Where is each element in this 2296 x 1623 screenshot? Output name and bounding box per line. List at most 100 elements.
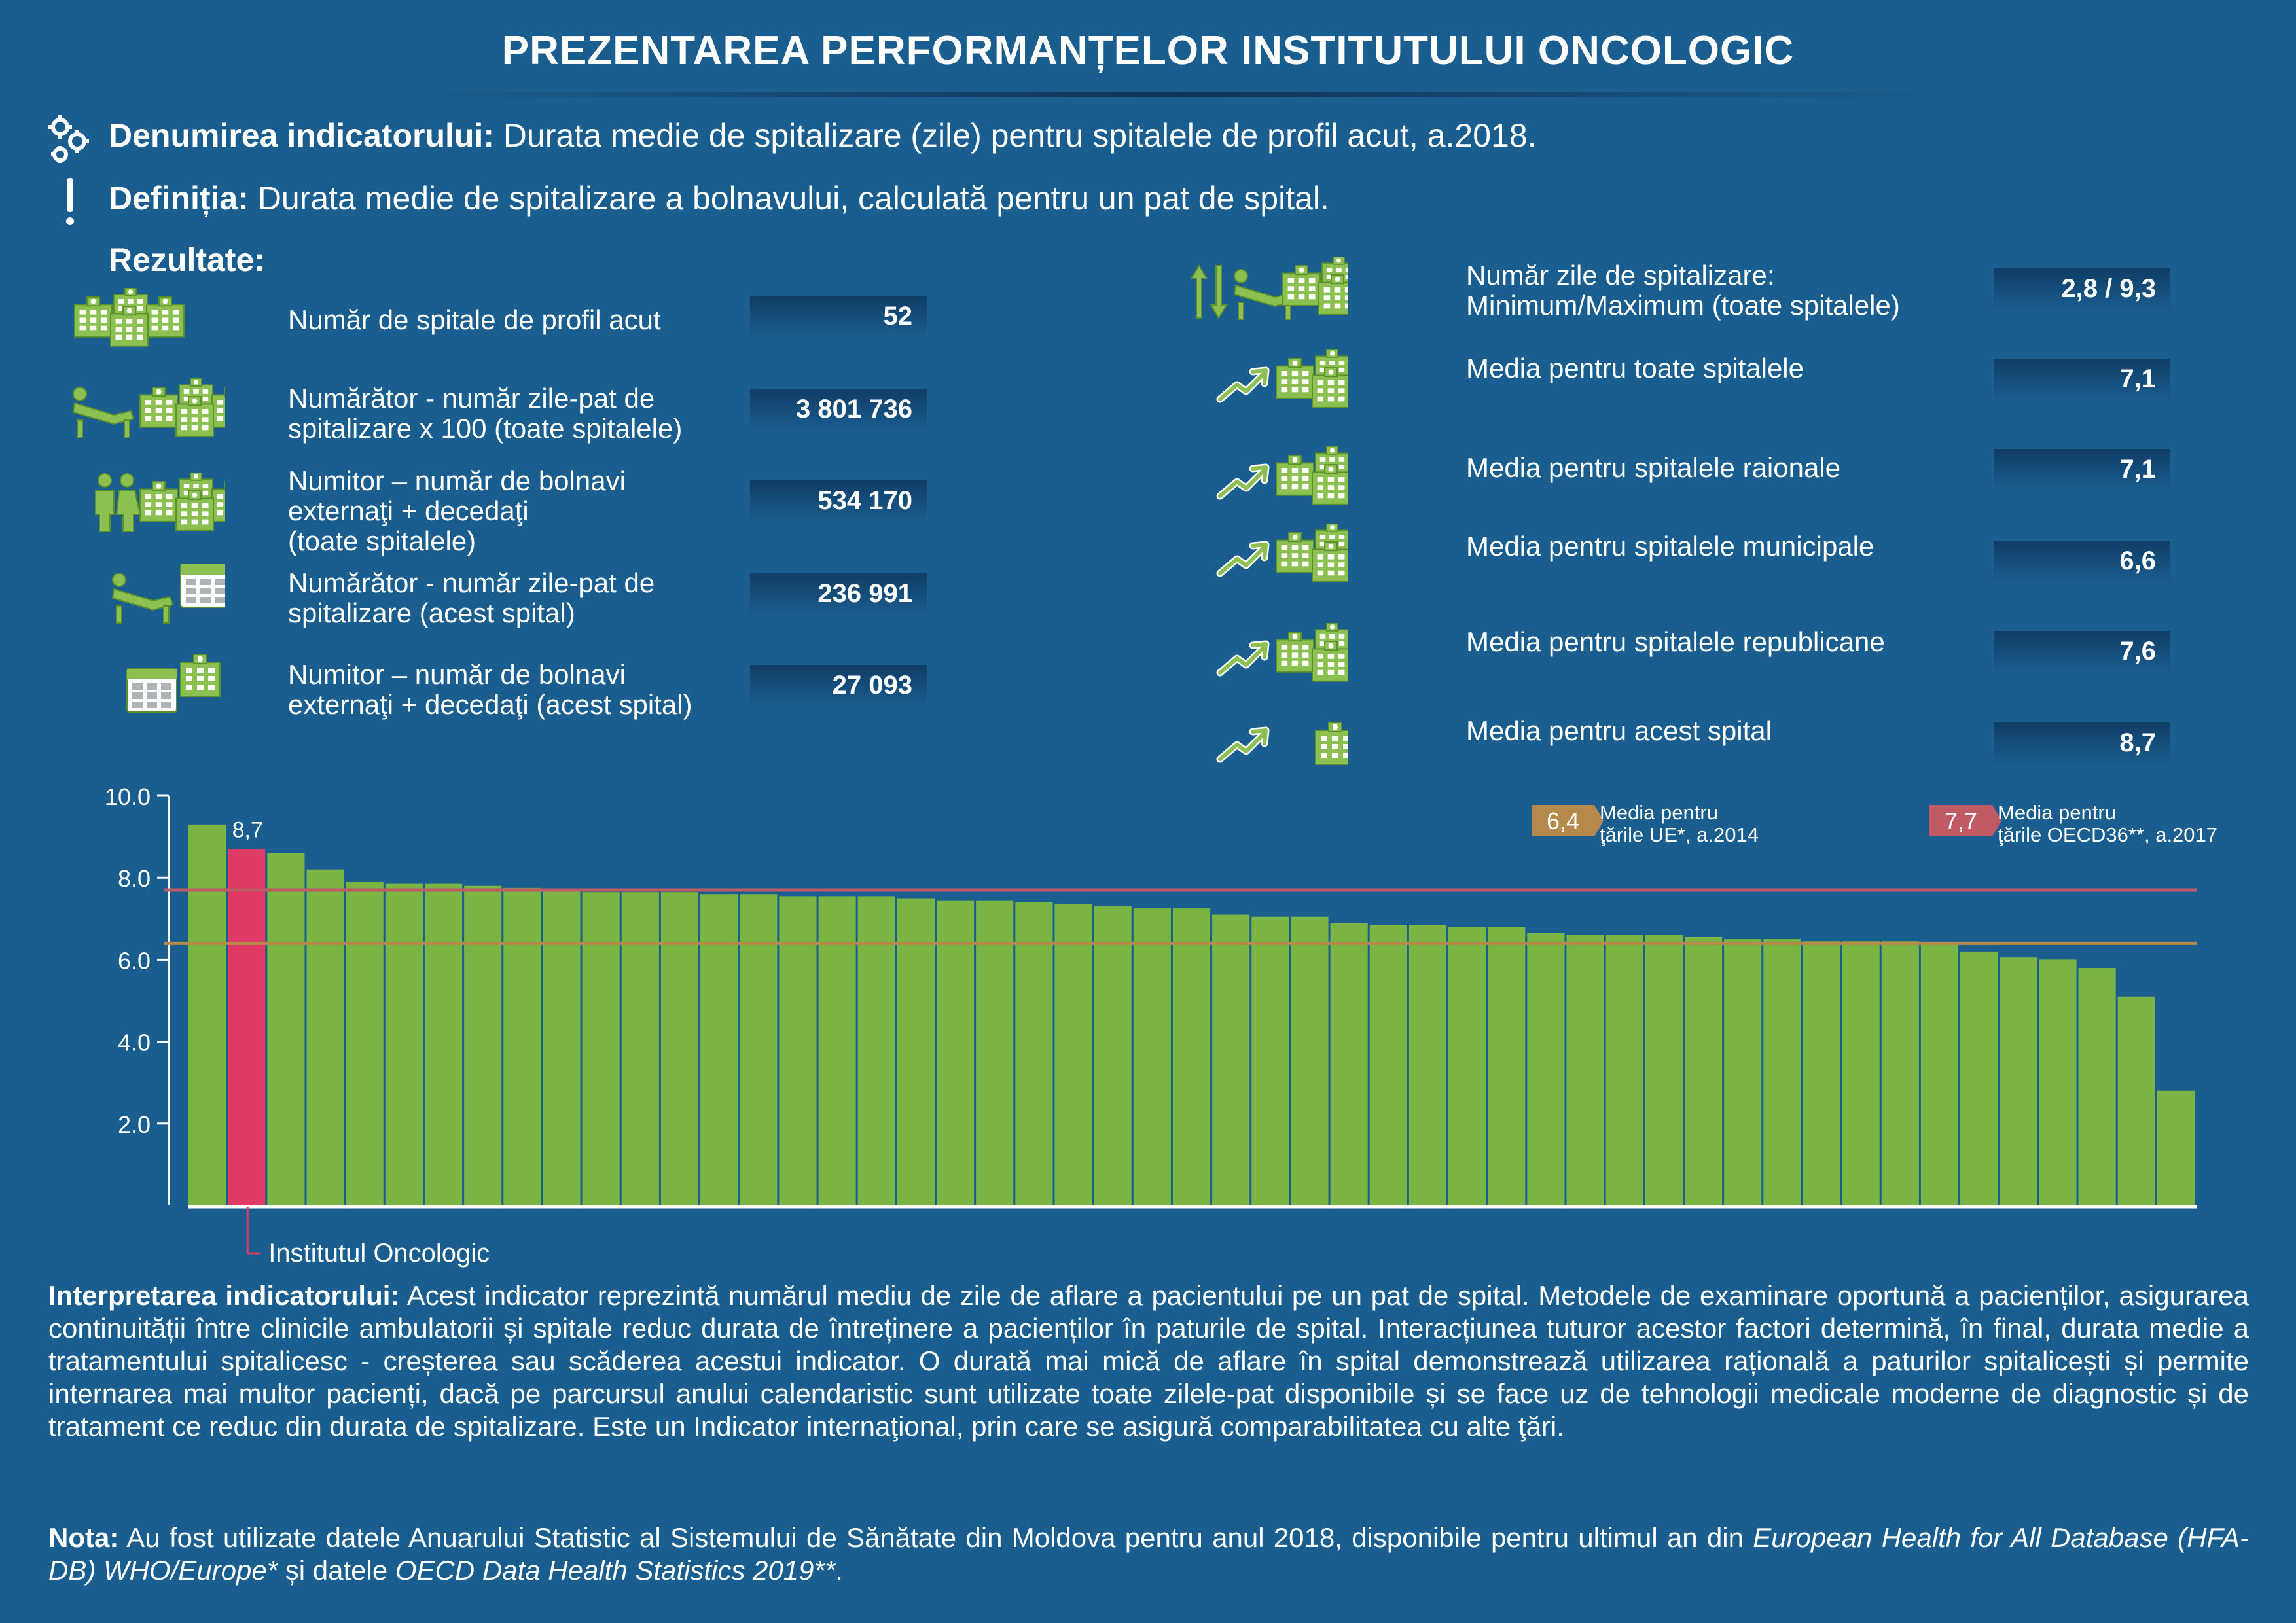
right-stat-label-line: Media pentru spitalele raionale (1466, 452, 1841, 483)
results-label: Rezultate: (109, 241, 265, 278)
bar (1645, 935, 1683, 1205)
y-tick-label: 10.0 (105, 783, 151, 810)
bar (740, 894, 778, 1205)
bar-chart: 2.0 4.0 6.0 8.0 10.0 8,7 Institutul Oncologic 6… (105, 783, 2217, 1268)
right-stat-value: 7,6 (1994, 631, 2170, 674)
definition-value: Durata medie de spitalizare a bolnavului… (257, 180, 1329, 217)
left-stat-value: 534 170 (750, 480, 927, 524)
reference-legend-text: ţările UE*, a.2014 (1600, 823, 1759, 846)
highlight-bar (228, 849, 266, 1205)
right-stat-value: 2,8 / 9,3 (1994, 268, 2170, 312)
bar (1488, 927, 1526, 1205)
right-stat-value: 8,7 (1994, 722, 2170, 766)
bar (1291, 916, 1329, 1205)
left-stat-label-line: externaţi + decedaţi (288, 495, 529, 526)
right-stat-label: Media pentru spitalele municipale (1466, 531, 1874, 562)
bar (503, 887, 541, 1205)
bar (897, 898, 935, 1205)
bar (1605, 935, 1643, 1205)
bar (1251, 916, 1289, 1205)
left-stat-label-line: externaţi + decedaţi (acest spital) (288, 689, 692, 720)
left-stat-label-line: Numitor – număr de bolnavi (288, 659, 626, 690)
right-stat-value: 7,1 (1994, 449, 2170, 492)
left-stat-label-line: spitalizare (acest spital) (288, 597, 575, 628)
left-stat-label: Numărător - număr zile-pat de spitalizare… (288, 568, 655, 628)
left-stat-value: 52 (750, 296, 927, 339)
right-stat-label-line: Minimum/Maximum (toate spitalele) (1466, 290, 1900, 321)
bar (2157, 1090, 2195, 1205)
trend-hospital-icon (1216, 349, 1348, 408)
right-stat-label-line: Media pentru spitalele municipale (1466, 531, 1874, 562)
bar (1527, 933, 1565, 1205)
bar (1448, 927, 1486, 1205)
bar (1133, 908, 1171, 1205)
title-divider (406, 92, 1950, 97)
reference-legend-text: Media pentru (1600, 801, 1718, 824)
y-tick-label: 6.0 (118, 947, 151, 974)
calendar-hospital-icon (126, 654, 221, 713)
bar (1803, 941, 1840, 1205)
bar (1054, 904, 1092, 1205)
bar (1566, 935, 1604, 1205)
bar (976, 900, 1014, 1205)
indicator-label: Denumirea indicatorului: (109, 117, 494, 154)
interpretation-text: Acest indicator reprezintă numărul mediu… (48, 1280, 2249, 1442)
highlight-value-label: 8,7 (232, 817, 263, 842)
left-stat-label: Numărător - număr zile-pat de spitalizare… (288, 383, 682, 444)
bar (1330, 923, 1368, 1205)
bar (2117, 996, 2155, 1205)
right-stat-label: Media pentru spitalele republicane (1466, 627, 1885, 657)
bar (1212, 914, 1250, 1205)
bar (1172, 908, 1211, 1205)
left-stat-label: Numitor – număr de bolnavi externaţi + de… (288, 466, 626, 556)
left-stat-label: Număr de spitale de profil acut (288, 305, 661, 335)
bar (464, 885, 502, 1205)
right-stat-label-line: Media pentru toate spitalele (1466, 353, 1804, 383)
reference-badge (1532, 805, 1604, 836)
reference-badge-value: 6,4 (1547, 808, 1579, 834)
right-stat-label: Media pentru spitalele raionale (1466, 453, 1840, 483)
updown-bed-hospital-icon (1191, 257, 1348, 320)
bar (346, 882, 384, 1205)
right-stat-label: Număr zile de spitalizare: Minimum/Maximu… (1466, 260, 1900, 321)
right-stat-value: 7,1 (1994, 359, 2170, 402)
bar (857, 896, 895, 1205)
hospital-icon (74, 288, 185, 347)
bar (582, 892, 620, 1205)
y-tick-label: 2.0 (118, 1111, 151, 1138)
right-stat-value: 6,6 (1994, 541, 2170, 584)
bar (1960, 951, 1998, 1205)
reference-badge (1929, 805, 2001, 836)
reference-badge-value: 7,7 (1945, 808, 1977, 834)
patient-bed-calendar-icon (111, 564, 225, 624)
right-stat-label-line: Media pentru spitalele republicane (1466, 626, 1885, 657)
exclamation-icon (66, 178, 74, 225)
left-stat-label-line: Numitor – număr de bolnavi (288, 465, 626, 496)
bar (1094, 906, 1132, 1205)
note-text-3: . (835, 1555, 843, 1586)
bar (2039, 959, 2077, 1205)
bar (267, 853, 305, 1205)
left-stat-value: 3 801 736 (750, 389, 927, 432)
bar (779, 896, 817, 1205)
bar (1408, 925, 1447, 1205)
right-stat-label: Media pentru toate spitalele (1466, 353, 1804, 383)
page-title: PREZENTAREA PERFORMANȚELOR INSTITUTULUI … (501, 28, 1795, 73)
note-source-hfa: European Health for All Database (HFA-DB… (48, 1522, 2249, 1586)
definition-line: Definiția: Durata medie de spitalizare a… (109, 179, 1329, 217)
bar (621, 892, 659, 1205)
bar (1842, 941, 1880, 1205)
trend-hospital-icon (1216, 446, 1348, 505)
left-stat-label-line: spitalizare x 100 (toate spitalele) (288, 413, 683, 444)
interpretation-label: Interpretarea indicatorului: (48, 1280, 400, 1311)
bar (1763, 939, 1801, 1205)
bar (2078, 967, 2116, 1205)
reference-legend-text: ţările OECD36**, a.2017 (1998, 823, 2217, 846)
left-stat-label-line: Numărător - număr zile-pat de (288, 383, 655, 414)
left-stat-label-line: Numărător - număr zile-pat de (288, 567, 655, 598)
bar (1724, 939, 1762, 1205)
bar (1015, 902, 1053, 1205)
interpretation-paragraph: Interpretarea indicatorului: Acest indic… (48, 1279, 2249, 1443)
bar (936, 900, 975, 1205)
bar (385, 883, 423, 1205)
